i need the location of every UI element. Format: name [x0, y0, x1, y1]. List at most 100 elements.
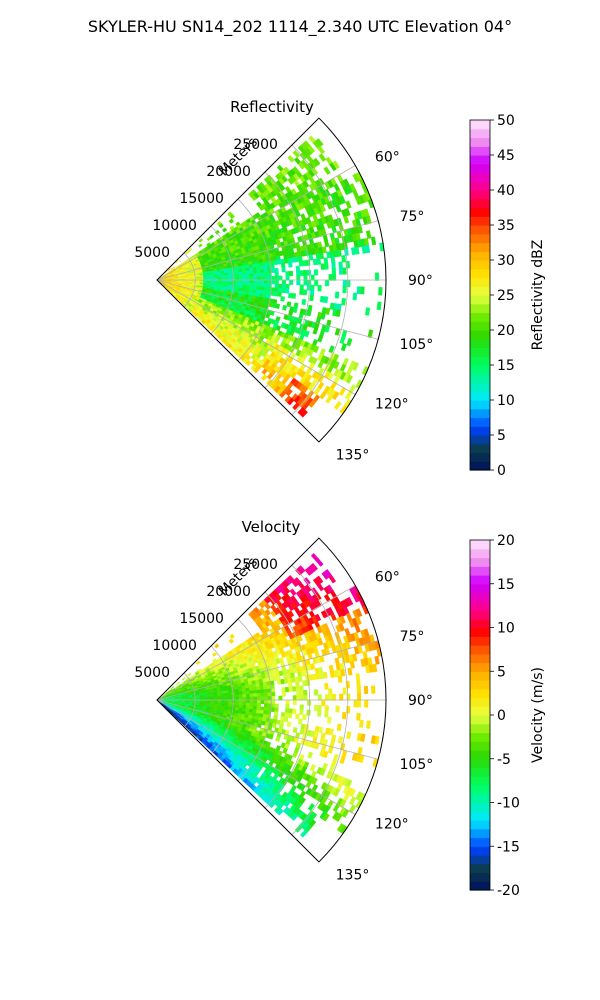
colorbar-swatch [470, 715, 490, 725]
field-cell [337, 675, 343, 683]
field-cell [299, 685, 304, 692]
field-cell [367, 329, 374, 339]
field-cell [286, 397, 295, 406]
field-cell [260, 272, 265, 278]
field-cell [283, 716, 289, 723]
field-cell [330, 256, 336, 264]
colorbar-swatch [470, 356, 490, 366]
colorbar-swatch [470, 233, 490, 244]
field-cell [349, 660, 356, 669]
colorbar-tick-label: 15 [497, 577, 515, 593]
colorbar-swatch [470, 645, 490, 655]
field-cell [267, 279, 272, 285]
field-cell [281, 287, 286, 294]
colorbar-swatch [470, 723, 490, 734]
colorbar-swatch [470, 373, 490, 384]
colorbar-swatch [470, 365, 490, 375]
field-cell [328, 345, 335, 354]
field-cell [281, 267, 286, 273]
field-cell [228, 218, 235, 224]
field-cell [214, 643, 220, 649]
field-cell [309, 294, 314, 302]
field-cell [331, 262, 336, 270]
field-cell [324, 279, 329, 287]
azimuth-tick-label: 90° [408, 273, 433, 289]
field-cell [346, 279, 351, 288]
field-cell [352, 361, 359, 371]
field-cell [328, 274, 333, 281]
field-cell [307, 383, 315, 392]
colorbar-swatch [470, 758, 490, 769]
field-cell [335, 309, 341, 318]
field-cell [218, 223, 224, 229]
colorbar: -20 -15 -10 -5 0 5 10 15 20 Velocity (m/s) [469, 533, 546, 899]
colorbar-tick-label: 50 [497, 113, 515, 129]
azimuth-tick-label: 90° [408, 693, 433, 709]
field-cell [256, 272, 261, 278]
colorbar-swatch [470, 321, 490, 331]
field-cell [176, 681, 181, 686]
field-cell [162, 692, 166, 696]
field-cell [374, 272, 380, 281]
azimuth-gridline [156, 165, 356, 281]
colorbar-tick-label: 20 [497, 533, 515, 549]
azimuth-tick-label: 105° [400, 337, 434, 353]
colorbar-swatch [470, 207, 490, 217]
field-cell [339, 195, 346, 205]
colorbar-tick-label: 0 [497, 708, 506, 724]
field-cell [317, 360, 325, 369]
field-cell [303, 689, 308, 696]
field-cell [319, 204, 327, 213]
field-cell [357, 225, 363, 234]
field-cell [356, 712, 361, 721]
field-cell [263, 272, 269, 277]
field-cell [267, 272, 272, 277]
field-cell [297, 317, 303, 325]
figure-title: SKYLER-HU SN14_202 1114_2.340 UTC Elevat… [88, 17, 512, 37]
colorbar-swatch [470, 277, 490, 287]
colorbar-swatch [470, 653, 490, 664]
field-cell [279, 390, 287, 399]
field-cell [354, 624, 361, 633]
colorbar-swatch [470, 750, 490, 760]
colorbar-swatch [470, 286, 490, 296]
field-cell [334, 291, 340, 299]
field-cell [345, 200, 352, 209]
field-cell [321, 699, 326, 707]
field-cell [316, 583, 325, 592]
colorbar-swatch [470, 575, 490, 585]
field-cell [320, 263, 326, 270]
field-cell [317, 694, 322, 701]
field-cell [340, 668, 346, 677]
colorbar-swatch [470, 190, 490, 200]
field-cell [260, 699, 265, 704]
field-cell [309, 764, 316, 772]
field-cell [294, 210, 301, 218]
range-tick-label: 20000 [206, 164, 251, 180]
field-cell [295, 685, 301, 692]
range-tick-label: 5000 [134, 245, 170, 261]
field-cell [229, 213, 235, 220]
field-cell [281, 279, 287, 285]
field-cell [315, 558, 324, 567]
field-cell [281, 691, 286, 697]
field-cell [282, 304, 288, 311]
field-cell [209, 234, 215, 240]
field-cell [336, 723, 342, 732]
field-cell [289, 279, 294, 286]
field-cell [341, 711, 347, 720]
colorbar-swatch [470, 216, 490, 226]
field-cell [330, 612, 337, 621]
field-cell [292, 726, 298, 734]
field-cell [295, 713, 300, 720]
field-cell [356, 686, 362, 695]
field-cell [323, 257, 329, 265]
colorbar-swatch [470, 295, 490, 305]
colorbar-tick-label: -5 [497, 752, 511, 768]
colorbar-swatch [470, 837, 490, 847]
field-cell [313, 689, 319, 696]
field-cell [287, 712, 293, 719]
field-cell [299, 709, 304, 715]
field-cell [316, 710, 322, 717]
field-cell [317, 705, 322, 712]
